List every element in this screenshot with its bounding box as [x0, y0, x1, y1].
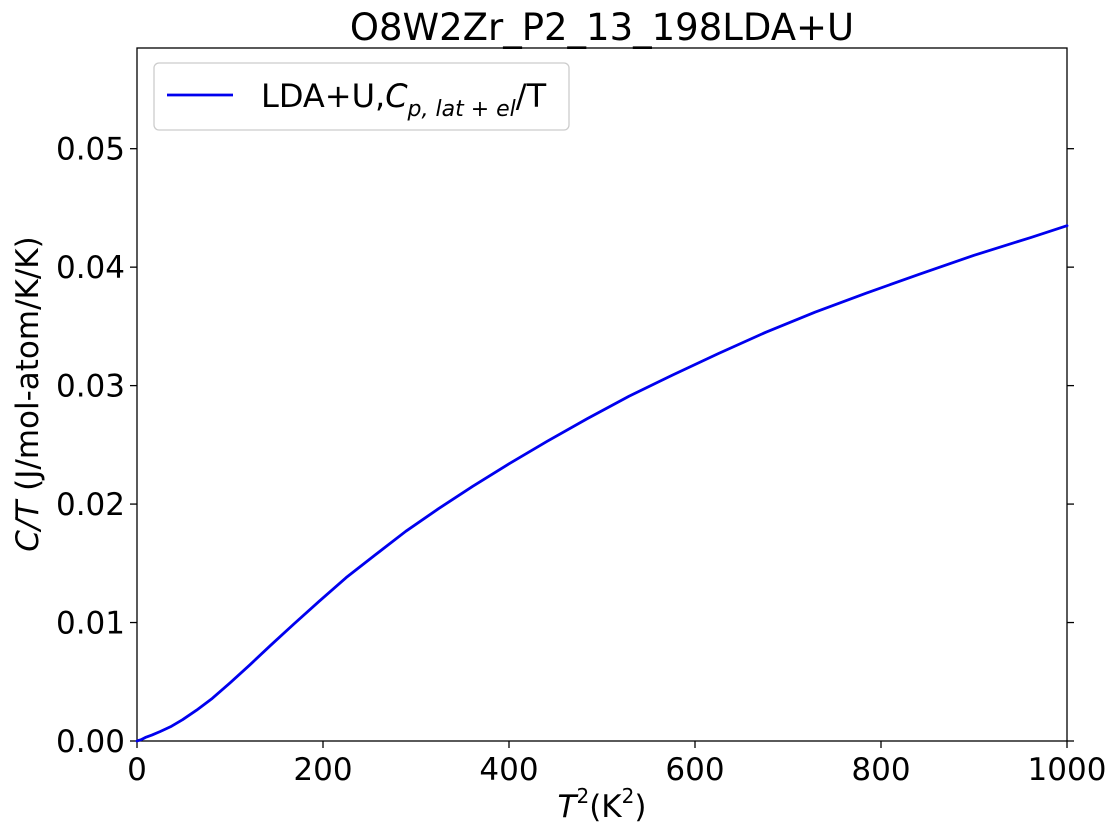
plot-frame: [136, 47, 1068, 742]
legend-label: LDA+U,Cp, lat + el/T: [261, 77, 547, 122]
x-tick-label: 200: [293, 752, 352, 788]
y-tick-label: 0.04: [56, 250, 125, 286]
y-tick-label: 0.03: [56, 369, 125, 405]
chart-title: O8W2Zr_P2_13_198LDA+U: [350, 6, 854, 49]
x-tick-label: 0: [127, 752, 147, 788]
y-axis-label: C/T (J/mol-atom/K/K): [10, 236, 46, 552]
series-line-0: [135, 224, 1069, 743]
y-axis-ticks: 0.00 0.01 0.02 0.03 0.04 0.05: [56, 132, 1074, 760]
x-tick-label: 600: [665, 752, 724, 788]
y-tick-label: 0.02: [56, 487, 125, 523]
x-tick-label: 800: [851, 752, 910, 788]
legend-box: [153, 62, 570, 131]
y-tick-label: 0.05: [56, 132, 125, 168]
y-tick-label: 0.00: [56, 724, 125, 760]
x-tick-label: 1000: [1028, 752, 1107, 788]
series-layer: [135, 224, 1069, 743]
x-axis-label: T2(K2): [558, 784, 647, 825]
x-axis-ticks: 0 200 400 600 800 1000: [127, 741, 1106, 788]
y-tick-label: 0.01: [56, 606, 125, 642]
x-tick-label: 400: [479, 752, 538, 788]
legend: LDA+U,Cp, lat + el/T: [153, 62, 570, 131]
